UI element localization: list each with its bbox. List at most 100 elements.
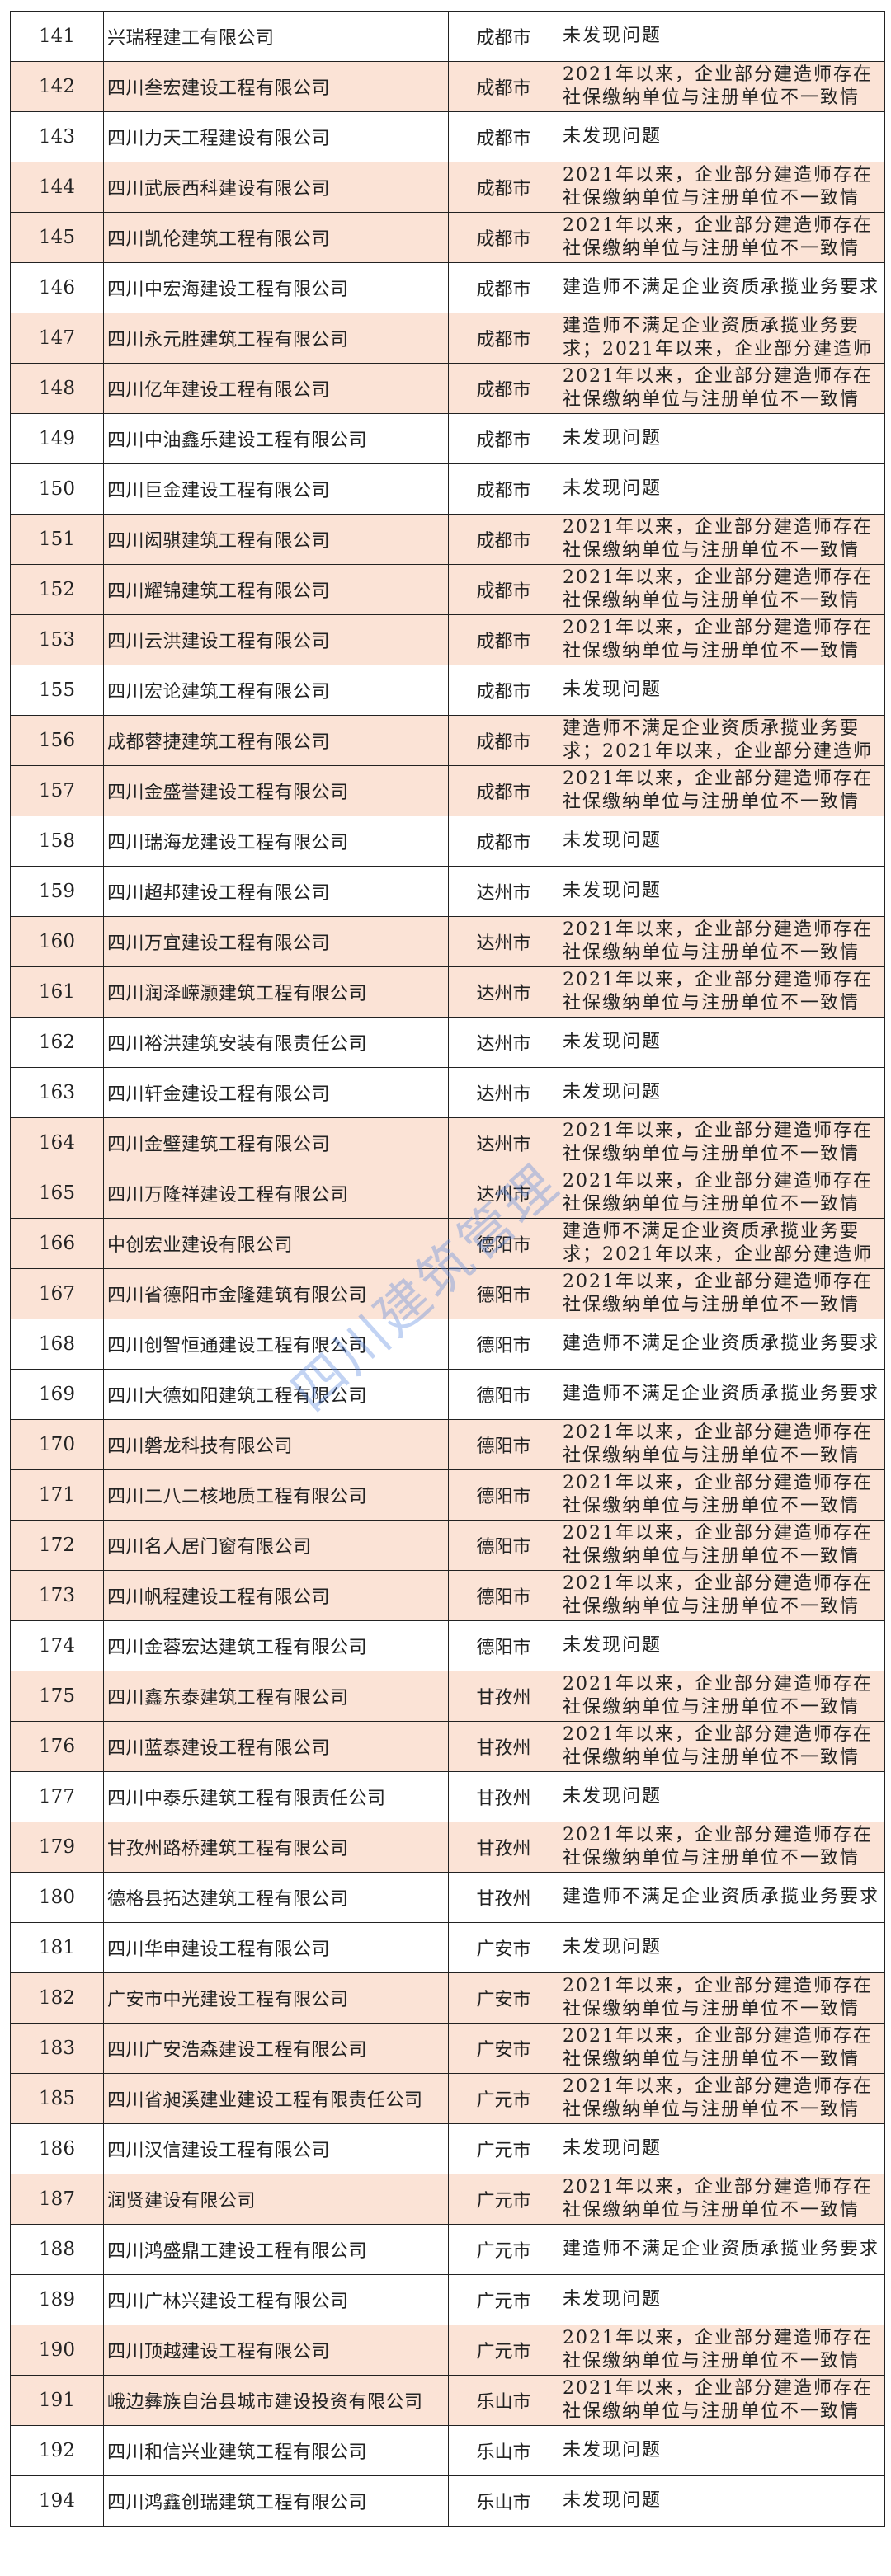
remark-cell: 建造师不满足企业资质承揽业务要求 bbox=[559, 262, 885, 313]
remark-cell: 2021年以来，企业部分建造师存在社保缴纳单位与注册单位不一致情形。 bbox=[559, 1117, 885, 1168]
remark: 未发现问题 bbox=[563, 126, 662, 147]
company-name: 四川省德阳市金隆建筑有限公司 bbox=[103, 1268, 449, 1319]
company-name: 四川巨金建设工程有限公司 bbox=[103, 463, 449, 515]
table-row: 186 四川汉信建设工程有限公司 广元市 未发现问题 bbox=[10, 2123, 885, 2174]
city: 成都市 bbox=[448, 463, 559, 515]
city: 甘孜州 bbox=[448, 1872, 559, 1923]
table-row: 157 四川金盛誉建设工程有限公司 成都市 2021年以来，企业部分建造师存在社保缴纳… bbox=[10, 765, 885, 816]
row-number: 155 bbox=[10, 665, 104, 716]
company-name: 四川顶越建设工程有限公司 bbox=[103, 2325, 449, 2376]
company-name: 四川耀锦建筑工程有限公司 bbox=[103, 564, 449, 615]
city: 达州市 bbox=[448, 1067, 559, 1118]
city: 乐山市 bbox=[448, 2475, 559, 2527]
remark: 未发现问题 bbox=[563, 1937, 662, 1958]
city: 成都市 bbox=[448, 111, 559, 162]
remark-cell: 未发现问题 bbox=[559, 413, 885, 464]
table-row: 187 润贤建设有限公司 广元市 2021年以来，企业部分建造师存在社保缴纳单位与注册… bbox=[10, 2174, 885, 2225]
remark-cell: 2021年以来，企业部分建造师存在社保缴纳单位与注册单位不一致情形。 bbox=[559, 162, 885, 213]
row-number: 163 bbox=[10, 1067, 104, 1118]
remark-cell: 2021年以来，企业部分建造师存在社保缴纳单位与注册单位不一致情形。 bbox=[559, 1972, 885, 2024]
row-number: 141 bbox=[10, 11, 104, 62]
table-row: 174 四川金蓉宏达建筑工程有限公司 德阳市 未发现问题 bbox=[10, 1620, 885, 1671]
remark: 未发现问题 bbox=[563, 830, 662, 851]
row-number: 168 bbox=[10, 1319, 104, 1370]
row-number: 153 bbox=[10, 614, 104, 665]
remark-cell: 未发现问题 bbox=[559, 2425, 885, 2476]
remark: 2021年以来，企业部分建造师存在社保缴纳单位与注册单位不一致情形。 bbox=[563, 2378, 873, 2422]
remark-cell: 2021年以来，企业部分建造师存在社保缴纳单位与注册单位不一致情形。 bbox=[559, 2325, 885, 2376]
row-number: 170 bbox=[10, 1419, 104, 1470]
city: 成都市 bbox=[448, 514, 559, 565]
remark: 2021年以来，企业部分建造师存在社保缴纳单位与注册单位不一致情形。 bbox=[563, 165, 873, 209]
company-name: 中创宏业建设有限公司 bbox=[103, 1218, 449, 1269]
remark-cell: 建造师不满足企业资质承揽业务要求 bbox=[559, 1319, 885, 1370]
company-name: 成都蓉捷建筑工程有限公司 bbox=[103, 715, 449, 766]
remark: 建造师不满足企业资质承揽业务要求 bbox=[563, 1333, 880, 1354]
city: 成都市 bbox=[448, 614, 559, 665]
remark: 2021年以来，企业部分建造师存在社保缴纳单位与注册单位不一致情形。 bbox=[563, 1422, 873, 1466]
remark-cell: 未发现问题 bbox=[559, 1771, 885, 1822]
remark: 未发现问题 bbox=[563, 2440, 662, 2461]
remark: 建造师不满足企业资质承揽业务要求；2021年以来，企业部分建造师存 bbox=[563, 718, 873, 762]
company-name: 四川省昶溪建业建设工程有限责任公司 bbox=[103, 2073, 449, 2124]
company-name: 四川润泽嵘灏建筑工程有限公司 bbox=[103, 966, 449, 1018]
company-name: 峨边彝族自治县城市建设投资有限公司 bbox=[103, 2375, 449, 2426]
remark: 2021年以来，企业部分建造师存在社保缴纳单位与注册单位不一致情形。 bbox=[563, 64, 873, 108]
city: 成都市 bbox=[448, 162, 559, 213]
table-row: 192 四川和信兴业建筑工程有限公司 乐山市 未发现问题 bbox=[10, 2425, 885, 2476]
city: 甘孜州 bbox=[448, 1771, 559, 1822]
remark: 未发现问题 bbox=[563, 26, 662, 46]
remark: 2021年以来，企业部分建造师存在社保缴纳单位与注册单位不一致情形。 bbox=[563, 1272, 873, 1315]
city: 广元市 bbox=[448, 2274, 559, 2325]
remark-cell: 2021年以来，企业部分建造师存在社保缴纳单位与注册单位不一致情形。 bbox=[559, 2073, 885, 2124]
city: 达州市 bbox=[448, 916, 559, 967]
city: 乐山市 bbox=[448, 2375, 559, 2426]
row-number: 160 bbox=[10, 916, 104, 967]
company-name: 四川武辰西科建设有限公司 bbox=[103, 162, 449, 213]
row-number: 166 bbox=[10, 1218, 104, 1269]
remark: 建造师不满足企业资质承揽业务要求 bbox=[563, 2239, 880, 2259]
remark: 2021年以来，企业部分建造师存在社保缴纳单位与注册单位不一致情形。 bbox=[563, 567, 873, 611]
city: 德阳市 bbox=[448, 1620, 559, 1671]
row-number: 158 bbox=[10, 816, 104, 867]
remark-cell: 2021年以来，企业部分建造师存在社保缴纳单位与注册单位不一致情形。 bbox=[559, 1671, 885, 1722]
remark: 未发现问题 bbox=[563, 881, 662, 901]
remark-cell: 未发现问题 bbox=[559, 2274, 885, 2325]
company-name: 四川中泰乐建筑工程有限责任公司 bbox=[103, 1771, 449, 1822]
table-row: 169 四川大德如阳建筑工程有限公司 德阳市 建造师不满足企业资质承揽业务要求 bbox=[10, 1369, 885, 1420]
table-row: 161 四川润泽嵘灏建筑工程有限公司 达州市 2021年以来，企业部分建造师存在社保缴… bbox=[10, 966, 885, 1018]
company-name: 四川永元胜建筑工程有限公司 bbox=[103, 313, 449, 364]
remark-cell: 建造师不满足企业资质承揽业务要求；2021年以来，企业部分建造师存 bbox=[559, 313, 885, 364]
company-name: 广安市中光建设工程有限公司 bbox=[103, 1972, 449, 2024]
row-number: 157 bbox=[10, 765, 104, 816]
company-name: 四川鸿盛鼎工建设工程有限公司 bbox=[103, 2224, 449, 2275]
city: 达州市 bbox=[448, 1117, 559, 1168]
remark: 2021年以来，企业部分建造师存在社保缴纳单位与注册单位不一致情形。 bbox=[563, 1473, 873, 1516]
company-name: 四川广林兴建设工程有限公司 bbox=[103, 2274, 449, 2325]
company-name: 四川大德如阳建筑工程有限公司 bbox=[103, 1369, 449, 1420]
remark-cell: 未发现问题 bbox=[559, 1922, 885, 1973]
table-row: 182 广安市中光建设工程有限公司 广安市 2021年以来，企业部分建造师存在社保缴纳… bbox=[10, 1972, 885, 2024]
city: 德阳市 bbox=[448, 1268, 559, 1319]
company-name: 四川广安浩森建设工程有限公司 bbox=[103, 2023, 449, 2074]
row-number: 149 bbox=[10, 413, 104, 464]
company-name: 四川超邦建设工程有限公司 bbox=[103, 866, 449, 917]
table-row: 148 四川亿年建设工程有限公司 成都市 2021年以来，企业部分建造师存在社保缴纳单… bbox=[10, 363, 885, 414]
company-name: 四川金盛誉建设工程有限公司 bbox=[103, 765, 449, 816]
company-name: 四川叁宏建设工程有限公司 bbox=[103, 61, 449, 112]
row-number: 165 bbox=[10, 1168, 104, 1219]
row-number: 190 bbox=[10, 2325, 104, 2376]
remark: 未发现问题 bbox=[563, 2138, 662, 2159]
remark-cell: 2021年以来，企业部分建造师存在社保缴纳单位与注册单位不一致情形。 bbox=[559, 765, 885, 816]
company-name: 四川万隆祥建设工程有限公司 bbox=[103, 1168, 449, 1219]
table-row: 156 成都蓉捷建筑工程有限公司 成都市 建造师不满足企业资质承揽业务要求；2021年… bbox=[10, 715, 885, 766]
table-row: 189 四川广林兴建设工程有限公司 广元市 未发现问题 bbox=[10, 2274, 885, 2325]
remark: 2021年以来，企业部分建造师存在社保缴纳单位与注册单位不一致情形。 bbox=[563, 1674, 873, 1718]
table-row: 146 四川中宏海建设工程有限公司 成都市 建造师不满足企业资质承揽业务要求 bbox=[10, 262, 885, 313]
table-row: 177 四川中泰乐建筑工程有限责任公司 甘孜州 未发现问题 bbox=[10, 1771, 885, 1822]
city: 成都市 bbox=[448, 313, 559, 364]
company-name: 四川磐龙科技有限公司 bbox=[103, 1419, 449, 1470]
table-row: 160 四川万宜建设工程有限公司 达州市 2021年以来，企业部分建造师存在社保缴纳单… bbox=[10, 916, 885, 967]
company-name: 四川金蓉宏达建筑工程有限公司 bbox=[103, 1620, 449, 1671]
table-row: 165 四川万隆祥建设工程有限公司 达州市 2021年以来，企业部分建造师存在社保缴纳… bbox=[10, 1168, 885, 1219]
